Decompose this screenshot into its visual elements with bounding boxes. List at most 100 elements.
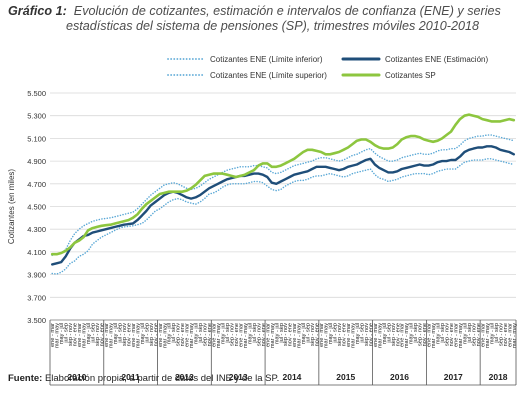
series-line xyxy=(51,134,515,257)
x-tick-label: nov - ene xyxy=(368,323,374,346)
chart-series xyxy=(50,113,516,275)
year-label: 2013 xyxy=(229,372,248,382)
y-tick-label: 4.700 xyxy=(27,180,46,189)
x-tick-label: sep - nov xyxy=(498,323,504,346)
x-tick-label: jul - sep xyxy=(440,323,446,344)
x-tick-label: nov - ene xyxy=(261,323,267,346)
x-tick-label: sep - nov xyxy=(283,323,289,346)
x-tick-label: ene - mar xyxy=(238,323,244,347)
x-tick-label: sep - nov xyxy=(95,323,101,346)
legend-label: Cotizantes ENE (Estimación) xyxy=(385,55,488,64)
y-tick-label: 5.500 xyxy=(27,89,46,98)
y-tick-label: 5.100 xyxy=(27,134,46,143)
x-tick-label: may - jul xyxy=(463,323,469,344)
x-tick-label: nov - ene xyxy=(153,323,159,346)
x-tick-label: jul - sep xyxy=(413,323,419,344)
x-tick-label: ene - mar xyxy=(400,323,406,347)
title-line-2: estadísticas del sistema de pensiones (S… xyxy=(66,18,479,33)
x-tick-label: ene - mar xyxy=(185,323,191,347)
x-tick-label: jul - sep xyxy=(306,323,312,344)
y-tick-label: 4.500 xyxy=(27,203,46,212)
x-tick-label: sep - nov xyxy=(445,323,451,346)
x-tick-label: mar - may xyxy=(351,323,357,348)
y-axis-label: Cotizantes (en miles) xyxy=(7,169,16,244)
x-tick-label: nov - ene xyxy=(503,323,509,346)
x-tick-label: ene - mar xyxy=(265,323,271,347)
x-tick-label: mar - may xyxy=(458,323,464,348)
x-tick-label: sep - nov xyxy=(256,323,262,346)
year-label: 2010 xyxy=(67,372,86,382)
x-tick-label: sep - nov xyxy=(337,323,343,346)
x-tick-label: ene - mar xyxy=(50,323,56,347)
x-tick-label: may - jul xyxy=(436,323,442,344)
y-tick-label: 3.500 xyxy=(27,316,46,325)
chart-grid xyxy=(50,92,516,321)
x-tick-label: nov - ene xyxy=(342,323,348,346)
x-tick-label: may - jul xyxy=(489,323,495,344)
legend-label: Cotizantes ENE (Límite inferior) xyxy=(210,55,323,64)
y-tick-label: 4.100 xyxy=(27,248,46,257)
x-tick-label: jul - sep xyxy=(494,323,500,344)
x-tick-label: ene - mar xyxy=(427,323,433,347)
x-tick-label: mar - may xyxy=(431,323,437,348)
x-tick-label: may - jul xyxy=(140,323,146,344)
x-tick-label: mar - may xyxy=(404,323,410,348)
x-tick-label: ene - mar xyxy=(158,323,164,347)
y-tick-label: 3.900 xyxy=(27,271,46,280)
y-axis: 3.500 3.700 3.900 4.100 4.300 4.500 4.700 4.900… xyxy=(7,89,46,325)
x-tick-label: jul - sep xyxy=(252,323,258,344)
source-note: Fuente: Elaboración propia, a partir de … xyxy=(8,373,279,384)
legend-label: Cotizantes ENE (Límite superior) xyxy=(210,71,327,80)
x-tick-label: mar - may xyxy=(55,323,61,348)
x-tick-label: may - jul xyxy=(409,323,415,344)
x-tick-label: sep - nov xyxy=(122,323,128,346)
x-tick-label: jul - sep xyxy=(386,323,392,344)
x-tick-label: may - jul xyxy=(355,323,361,344)
x-tick-label: nov - ene xyxy=(126,323,132,346)
series-line xyxy=(51,145,515,266)
x-tick-label: nov - ene xyxy=(315,323,321,346)
source-text: Elaboración propia, a partir de datos de… xyxy=(44,373,280,384)
x-tick-label: may - jul xyxy=(86,323,92,344)
year-label: 2011 xyxy=(121,372,140,382)
y-tick-label: 4.300 xyxy=(27,225,46,234)
year-label: 2012 xyxy=(175,372,194,382)
x-tick-label: nov - ene xyxy=(422,323,428,346)
year-label: 2015 xyxy=(336,372,355,382)
x-tick-label: may - jul xyxy=(113,323,119,344)
x-tick-label: sep - nov xyxy=(391,323,397,346)
x-tick-label: nov - ene xyxy=(207,323,213,346)
x-tick-label: may - jul xyxy=(274,323,280,344)
chart-title: Gráfico 1: Evolución de cotizantes, esti… xyxy=(8,4,523,33)
x-tick-label: mar - may xyxy=(297,323,303,348)
x-tick-label: sep - nov xyxy=(471,323,477,346)
x-tick-label: nov - ene xyxy=(288,323,294,346)
x-tick-label: jul - sep xyxy=(118,323,124,344)
x-tick-label: sep - nov xyxy=(149,323,155,346)
x-tick-label: mar - may xyxy=(162,323,168,348)
x-tick-label: may - jul xyxy=(221,323,227,344)
x-tick-label: ene - mar xyxy=(373,323,379,347)
x-tick-label: jul - sep xyxy=(359,323,365,344)
x-tick-label: mar - may xyxy=(135,323,141,348)
x-tick-label: mar - may xyxy=(270,323,276,348)
x-tick-label: mar - may xyxy=(485,323,491,348)
x-tick-label: sep - nov xyxy=(203,323,209,346)
year-label: 2018 xyxy=(489,372,508,382)
x-tick-label: ene - mar xyxy=(212,323,218,347)
x-tick-label: jul - sep xyxy=(91,323,97,344)
series-line xyxy=(50,113,516,256)
x-tick-label: nov - ene xyxy=(100,323,106,346)
year-label: 2017 xyxy=(444,372,463,382)
x-tick-label: jul - sep xyxy=(198,323,204,344)
x-tick-label: jul - sep xyxy=(333,323,339,344)
x-tick-label: ene - mar xyxy=(292,323,298,347)
x-tick-label: may - jul xyxy=(167,323,173,344)
x-tick-label: jul - sep xyxy=(64,323,70,344)
legend-label: Cotizantes SP xyxy=(385,71,436,80)
x-tick-label: sep - nov xyxy=(68,323,74,346)
x-tick-label: sep - nov xyxy=(418,323,424,346)
x-tick-label: mar - may xyxy=(189,323,195,348)
